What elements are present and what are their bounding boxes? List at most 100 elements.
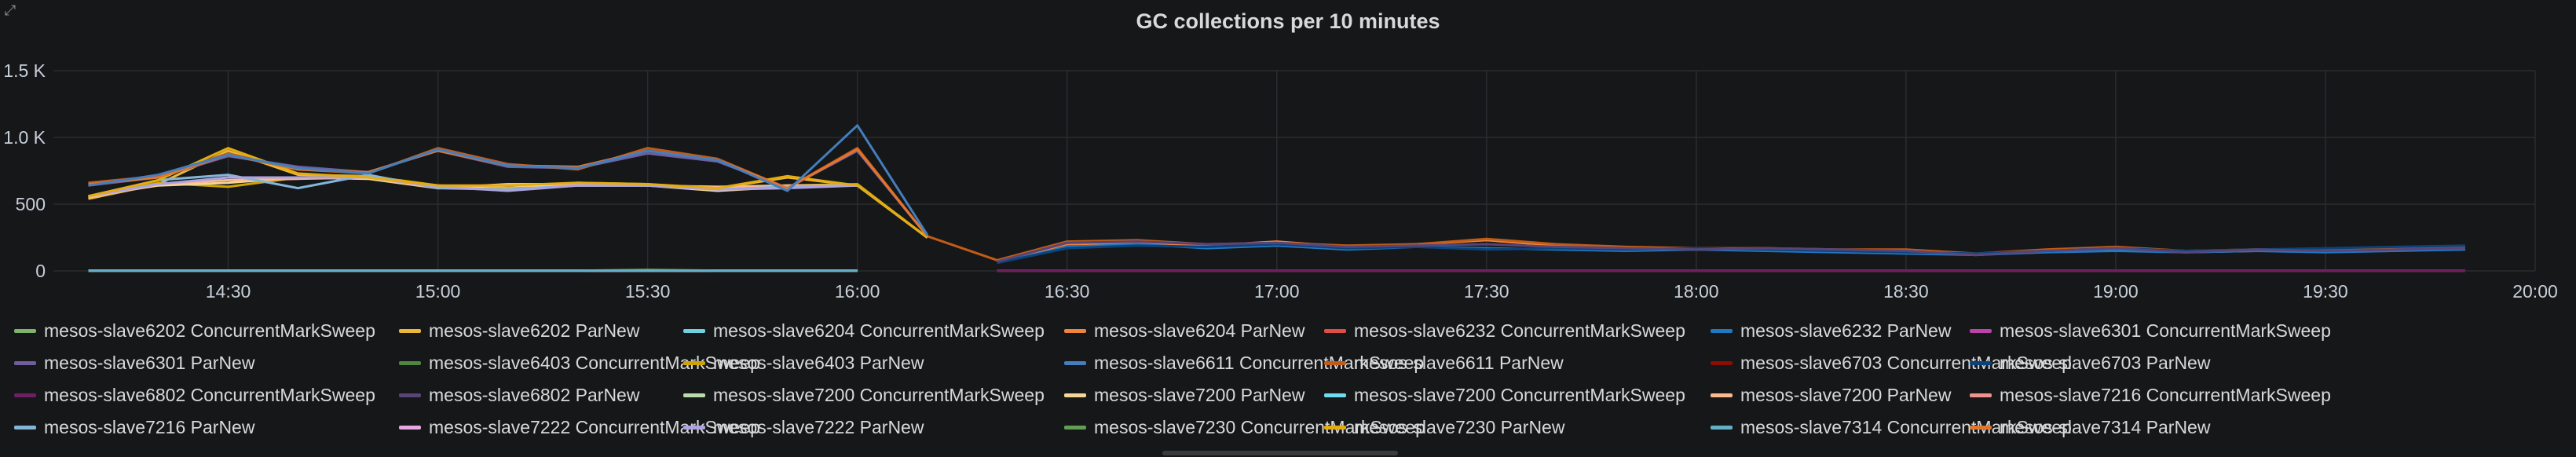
legend-label: mesos-slave7230 ParNew — [1354, 416, 1565, 437]
legend-label: mesos-slave6204 ConcurrentMarkSweep — [713, 320, 1045, 341]
legend-item[interactable]: mesos-slave7200 ConcurrentMarkSweep — [1324, 379, 1685, 411]
legend-item[interactable]: mesos-slave6301 ConcurrentMarkSweep — [1970, 315, 2331, 346]
legend-label: mesos-slave6232 ParNew — [1740, 320, 1952, 341]
x-tick-label: 16:00 — [835, 281, 880, 302]
legend-label: mesos-slave6202 ConcurrentMarkSweep — [44, 320, 375, 341]
legend-swatch — [1064, 360, 1086, 365]
legend-label: mesos-slave7200 ConcurrentMarkSweep — [1354, 384, 1685, 405]
legend-item[interactable]: mesos-slave6703 ParNew — [1970, 347, 2210, 378]
legend-item[interactable]: mesos-slave6703 ConcurrentMarkSweep — [1711, 347, 2072, 378]
legend-label: mesos-slave7314 ConcurrentMarkSweep — [1740, 416, 2072, 437]
legend-label: mesos-slave6204 ParNew — [1094, 320, 1305, 341]
legend-swatch — [683, 328, 705, 333]
legend-item[interactable]: mesos-slave7200 ParNew — [1064, 379, 1304, 411]
legend-swatch — [1064, 393, 1086, 397]
legend-item[interactable]: mesos-slave6802 ParNew — [399, 379, 639, 411]
legend-item[interactable]: mesos-slave6403 ParNew — [683, 347, 924, 378]
y-tick-label: 500 — [16, 194, 46, 214]
x-tick-label: 19:00 — [2093, 281, 2139, 302]
legend-item[interactable]: mesos-slave6204 ConcurrentMarkSweep — [683, 315, 1045, 346]
legend-item[interactable]: mesos-slave7314 ParNew — [1970, 411, 2210, 443]
series-line[interactable] — [88, 124, 928, 236]
legend-label: mesos-slave7230 ConcurrentMarkSweep — [1094, 416, 1425, 437]
legend-swatch — [1970, 360, 1992, 365]
legend-swatch — [1064, 328, 1086, 333]
legend-item[interactable]: mesos-slave7200 ConcurrentMarkSweep — [683, 379, 1045, 411]
x-tick-label: 14:30 — [206, 281, 251, 302]
legend-swatch — [1970, 425, 1992, 430]
legend-item[interactable]: mesos-slave6232 ParNew — [1711, 315, 1951, 346]
legend-swatch — [1970, 328, 1992, 333]
x-tick-label: 15:00 — [415, 281, 461, 302]
legend-label: mesos-slave7216 ParNew — [44, 416, 255, 437]
legend-item[interactable]: mesos-slave7216 ParNew — [14, 411, 254, 443]
legend-swatch — [14, 328, 36, 333]
legend-item[interactable]: mesos-slave6232 ConcurrentMarkSweep — [1324, 315, 1685, 346]
y-tick-label: 1.5 K — [3, 60, 46, 81]
legend-item[interactable]: mesos-slave6301 ParNew — [14, 347, 254, 378]
legend-swatch — [14, 360, 36, 365]
legend-swatch — [1324, 393, 1346, 397]
legend-swatch — [399, 425, 421, 430]
legend-item[interactable]: mesos-slave7200 ParNew — [1711, 379, 1951, 411]
legend-swatch — [14, 393, 36, 397]
x-tick-label: 15:30 — [625, 281, 671, 302]
legend-swatch — [1324, 425, 1346, 430]
series-line[interactable] — [997, 243, 2466, 265]
legend-item[interactable]: mesos-slave6204 ParNew — [1064, 315, 1304, 346]
legend-item[interactable]: mesos-slave7230 ConcurrentMarkSweep — [1064, 411, 1425, 443]
legend-swatch — [399, 393, 421, 397]
legend-item[interactable]: mesos-slave7230 ParNew — [1324, 411, 1564, 443]
legend-swatch — [1064, 425, 1086, 430]
legend-swatch — [1970, 393, 1992, 397]
legend-label: mesos-slave6202 ParNew — [429, 320, 640, 341]
legend-label: mesos-slave6802 ParNew — [429, 384, 640, 405]
legend-swatch — [1324, 360, 1346, 365]
legend-label: mesos-slave7200 ConcurrentMarkSweep — [713, 384, 1045, 405]
legend-item[interactable]: mesos-slave6802 ConcurrentMarkSweep — [14, 379, 375, 411]
legend-label: mesos-slave7216 ConcurrentMarkSweep — [2000, 384, 2331, 405]
legend-label: mesos-slave6703 ConcurrentMarkSweep — [1740, 352, 2072, 373]
legend-swatch — [683, 425, 705, 430]
x-tick-label: 20:00 — [2512, 281, 2558, 302]
series-line[interactable] — [88, 149, 928, 239]
series-line[interactable] — [88, 148, 928, 237]
legend-label: mesos-slave6611 ParNew — [1354, 352, 1564, 373]
legend-swatch — [1711, 360, 1733, 365]
y-tick-label: 1.0 K — [3, 127, 46, 148]
series-line[interactable] — [997, 240, 2466, 263]
legend-swatch — [683, 393, 705, 397]
legend-item[interactable]: mesos-slave6611 ParNew — [1324, 347, 1564, 378]
legend-item[interactable]: mesos-slave6202 ParNew — [399, 315, 639, 346]
legend-label: mesos-slave6611 ConcurrentMarkSweep — [1094, 352, 1425, 373]
series-line[interactable] — [88, 147, 928, 239]
legend-item[interactable]: mesos-slave7216 ConcurrentMarkSweep — [1970, 379, 2331, 411]
legend-swatch — [683, 360, 705, 365]
legend-scrollbar[interactable] — [1162, 451, 1398, 455]
legend-swatch — [399, 328, 421, 333]
panel-title: GC collections per 10 minutes — [1136, 9, 1440, 33]
x-tick-label: 17:30 — [1464, 281, 1509, 302]
legend-swatch — [1711, 328, 1733, 333]
legend-label: mesos-slave6703 ParNew — [2000, 352, 2211, 373]
expand-icon[interactable]: ⤢ — [4, 2, 16, 18]
legend-item[interactable]: mesos-slave6202 ConcurrentMarkSweep — [14, 315, 375, 346]
legend-label: mesos-slave7222 ParNew — [713, 416, 924, 437]
legend-item[interactable]: mesos-slave6611 ConcurrentMarkSweep — [1064, 347, 1424, 378]
legend-label: mesos-slave7200 ParNew — [1094, 384, 1305, 405]
legend-swatch — [1324, 328, 1346, 333]
legend-swatch — [14, 425, 36, 430]
x-tick-label: 18:00 — [1674, 281, 1719, 302]
x-tick-label: 18:30 — [1883, 281, 1929, 302]
x-tick-label: 17:00 — [1254, 281, 1300, 302]
legend-label: mesos-slave7200 ParNew — [1740, 384, 1952, 405]
legend-swatch — [399, 360, 421, 365]
y-tick-label: 0 — [35, 261, 46, 281]
chart-plot-area[interactable]: 0 500 1.0 K 1.5 K 14:30 15:00 15:30 16:00 16:30 1… — [0, 0, 2576, 314]
series-line[interactable] — [88, 176, 928, 239]
legend-label: mesos-slave6301 ConcurrentMarkSweep — [2000, 320, 2331, 341]
legend-label: mesos-slave7314 ParNew — [2000, 416, 2211, 437]
legend-item[interactable]: mesos-slave7222 ParNew — [683, 411, 924, 443]
legend-item[interactable]: mesos-slave7314 ConcurrentMarkSweep — [1711, 411, 2072, 443]
